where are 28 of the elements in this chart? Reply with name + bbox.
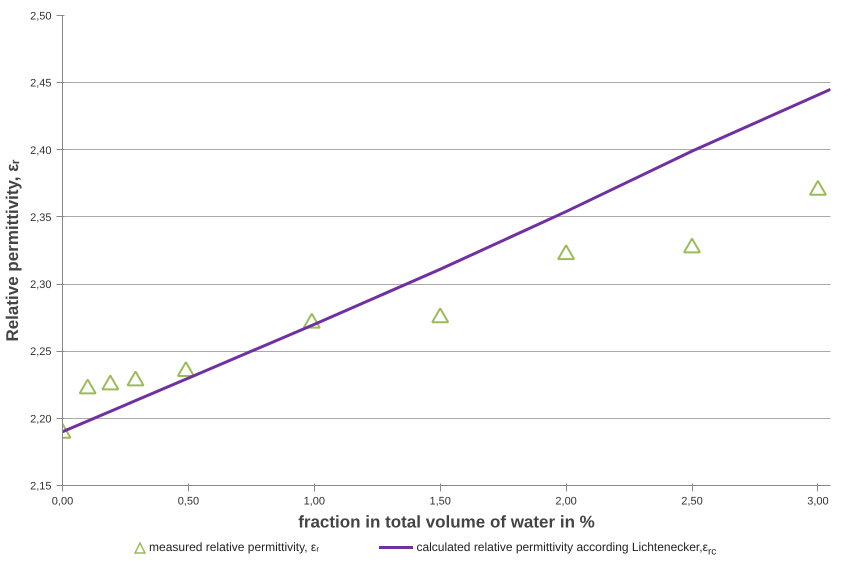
y-tick-label: 2,15: [30, 480, 52, 492]
x-axis-title: fraction in total volume of water in %: [298, 512, 595, 532]
point: [557, 244, 576, 260]
legend-label: calculated relative permittivity according Lichtenecker,ε$_{rc}$: [415, 540, 716, 558]
point: [302, 312, 321, 329]
legend-label: measured relative permittivity, εᵣ: [148, 540, 320, 554]
x-tick-label: 2,00: [555, 496, 577, 508]
y-axis-title: Relative permittivity, εᵣ: [3, 159, 22, 342]
y-tick-label: 2,40: [30, 144, 52, 157]
x-tick-label: 1,00: [304, 496, 326, 508]
y-tick-label: 2,45: [30, 78, 52, 90]
point: [808, 180, 827, 196]
point: [431, 307, 450, 324]
x-tick-label: 0,00: [52, 496, 74, 508]
point: [683, 238, 702, 254]
y-tick-label: 2,30: [30, 279, 52, 292]
point: [78, 378, 97, 394]
x-tick-label: 1,50: [430, 496, 451, 508]
y-tick-label: 2,25: [30, 346, 52, 358]
x-tick-label: 2,50: [681, 496, 703, 508]
y-tick-label: 2,35: [30, 212, 52, 224]
y-tick-label: 2,20: [30, 413, 52, 426]
point: [126, 370, 145, 386]
point: [101, 374, 120, 390]
y-tick-label: 2,50: [30, 10, 52, 22]
x-tick-label: 3,00: [807, 496, 829, 508]
point: [176, 361, 195, 377]
x-tick-label: 0,50: [178, 496, 200, 508]
